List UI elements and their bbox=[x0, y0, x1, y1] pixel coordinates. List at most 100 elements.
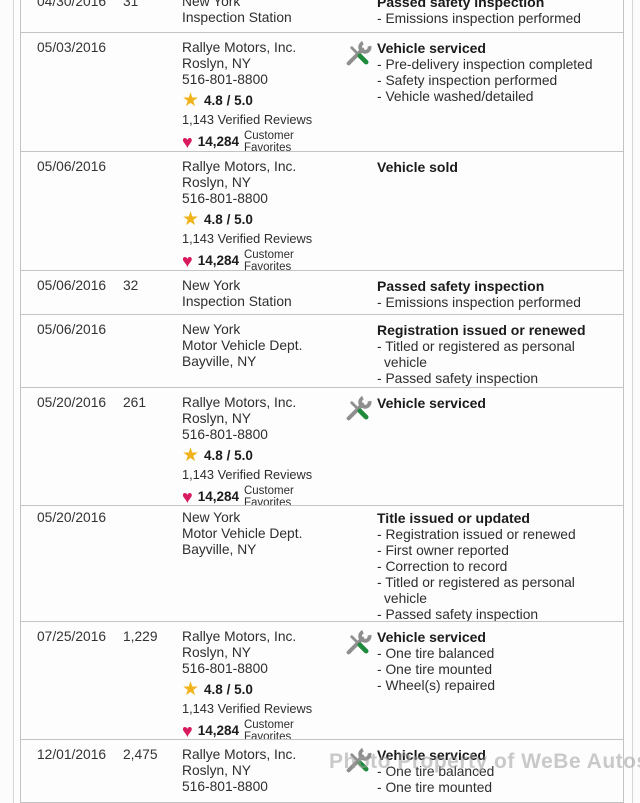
verified-reviews: 1,143 Verified Reviews bbox=[182, 467, 313, 482]
star-icon: ★ bbox=[182, 209, 200, 230]
heart-icon: ♥ bbox=[182, 487, 193, 506]
history-row: 12/01/2016 2,475 Rallye Motors, Inc. Rosl… bbox=[21, 740, 623, 803]
source-line: New York bbox=[182, 510, 241, 525]
favorites-count: 14,284 bbox=[197, 253, 239, 268]
star-icon: ★ bbox=[182, 445, 200, 466]
favorites-label-line2: Favorites bbox=[243, 731, 292, 740]
date-cell: 05/06/2016 bbox=[37, 322, 107, 337]
source-lines: Rallye Motors, Inc. Roslyn, NY 516-801-880… bbox=[182, 747, 343, 795]
date-cell: 05/20/2016 bbox=[37, 395, 107, 410]
comments-cell: Vehicle serviced Pre-delivery inspection… bbox=[377, 40, 613, 151]
source-cell: New York Inspection Station bbox=[182, 0, 343, 32]
mileage-cell bbox=[123, 40, 182, 151]
source-line: Rallye Motors, Inc. bbox=[182, 629, 297, 644]
mileage-cell bbox=[123, 159, 182, 270]
event-title: Title issued or updated bbox=[377, 510, 530, 526]
service-icon-cell bbox=[343, 747, 377, 802]
date-cell: 05/06/2016 bbox=[37, 278, 107, 293]
detail-list: Titled or registered as personal vehicle… bbox=[377, 339, 613, 387]
detail-item: Emissions inspection performed bbox=[377, 11, 613, 27]
comments-cell: Passed safety inspection Emissions inspe… bbox=[377, 278, 613, 314]
source-line: 516-801-8800 bbox=[182, 427, 268, 442]
mileage-cell: 32 bbox=[123, 278, 139, 293]
source-line: New York bbox=[182, 278, 241, 293]
event-title: Vehicle sold bbox=[377, 159, 458, 175]
verified-reviews: 1,143 Verified Reviews bbox=[182, 231, 313, 246]
detail-item: Vehicle washed/detailed bbox=[377, 89, 613, 105]
favorites-label-line2: Favorites bbox=[243, 497, 292, 506]
source-cell: Rallye Motors, Inc. Roslyn, NY 516-801-880… bbox=[182, 159, 343, 271]
event-title: Vehicle serviced bbox=[377, 629, 486, 645]
mileage-cell: 1,229 bbox=[123, 629, 158, 644]
event-title: Vehicle serviced bbox=[377, 747, 486, 763]
detail-item: One tire mounted bbox=[377, 662, 613, 678]
history-row: 04/30/2016 31 New York Inspection Station… bbox=[21, 0, 623, 33]
source-line: Motor Vehicle Dept. bbox=[182, 526, 303, 541]
service-icon-cell bbox=[343, 629, 377, 739]
date-cell: 12/01/2016 bbox=[37, 747, 107, 762]
history-row: 05/20/2016 261 Rallye Motors, Inc. Roslyn… bbox=[21, 388, 623, 506]
star-rating-line: ★ 4.8 / 5.0 bbox=[182, 446, 343, 465]
favorites-label: Customer Favorites bbox=[243, 130, 294, 152]
detail-item: Correction to record bbox=[377, 559, 613, 575]
source-cell: Rallye Motors, Inc. Roslyn, NY 516-801-880… bbox=[182, 747, 343, 802]
mileage-cell: 261 bbox=[123, 395, 147, 410]
date-cell: 07/25/2016 bbox=[37, 629, 107, 644]
source-line: New York bbox=[182, 322, 241, 337]
service-icon-cell bbox=[343, 510, 377, 621]
verified-reviews: 1,143 Verified Reviews bbox=[182, 701, 313, 716]
source-line: Roslyn, NY bbox=[182, 763, 252, 778]
comments-cell: Vehicle serviced One tire balancedOne ti… bbox=[377, 629, 613, 739]
mileage-cell: 31 bbox=[123, 0, 139, 9]
star-rating-line: ★ 4.8 / 5.0 bbox=[182, 210, 343, 229]
detail-list: Pre-delivery inspection completedSafety … bbox=[377, 57, 613, 105]
mileage-cell bbox=[123, 510, 182, 621]
comments-cell: Vehicle serviced bbox=[377, 395, 613, 505]
source-lines: Rallye Motors, Inc. Roslyn, NY 516-801-880… bbox=[182, 40, 343, 88]
source-cell: New York Motor Vehicle Dept. Bayville, NY bbox=[182, 322, 343, 387]
star-rating-line: ★ 4.8 / 5.0 bbox=[182, 680, 343, 699]
detail-list: Registration issued or renewedFirst owne… bbox=[377, 527, 613, 621]
source-lines: Rallye Motors, Inc. Roslyn, NY 516-801-880… bbox=[182, 395, 343, 443]
detail-list: One tire balancedOne tire mountedWheel(s… bbox=[377, 646, 613, 694]
detail-item: Titled or registered as personal vehicle bbox=[377, 575, 613, 607]
event-title: Passed safety inspection bbox=[377, 0, 545, 10]
detail-item: One tire balanced bbox=[377, 646, 613, 662]
event-title: Passed safety inspection bbox=[377, 278, 545, 294]
wrench-screwdriver-icon bbox=[346, 395, 372, 421]
detail-item: Titled or registered as personal vehicle bbox=[377, 339, 613, 371]
date-cell: 05/06/2016 bbox=[37, 159, 107, 174]
comments-cell: Vehicle sold bbox=[377, 159, 613, 270]
history-row: 05/06/2016 New York Motor Vehicle Dept. Ba… bbox=[21, 315, 623, 388]
detail-item: Wheel(s) repaired bbox=[377, 678, 613, 694]
source-line: 516-801-8800 bbox=[182, 72, 268, 87]
source-cell: Rallye Motors, Inc. Roslyn, NY 516-801-880… bbox=[182, 395, 343, 506]
favorites-label-line1: Customer bbox=[243, 249, 294, 261]
date-cell: 05/20/2016 bbox=[37, 510, 107, 525]
favorites-line: ♥ 14,284 Customer Favorites bbox=[182, 485, 343, 506]
favorites-label-line2: Favorites bbox=[243, 261, 292, 271]
favorites-line: ♥ 14,284 Customer Favorites bbox=[182, 249, 343, 271]
source-line: Inspection Station bbox=[182, 10, 292, 25]
source-cell: New York Motor Vehicle Dept. Bayville, NY bbox=[182, 510, 343, 621]
favorites-line: ♥ 14,284 Customer Favorites bbox=[182, 130, 343, 152]
history-row: 05/06/2016 Rallye Motors, Inc. Roslyn, NY… bbox=[21, 152, 623, 271]
source-line: Roslyn, NY bbox=[182, 645, 252, 660]
favorites-label-line2: Favorites bbox=[243, 142, 292, 152]
favorites-count: 14,284 bbox=[197, 134, 239, 149]
source-cell: Rallye Motors, Inc. Roslyn, NY 516-801-880… bbox=[182, 40, 343, 152]
service-icon-cell bbox=[343, 0, 377, 32]
source-lines: New York Inspection Station bbox=[182, 278, 343, 310]
date-cell: 05/03/2016 bbox=[37, 40, 107, 55]
favorites-label: Customer Favorites bbox=[243, 249, 294, 271]
rating-score: 4.8 / 5.0 bbox=[204, 681, 253, 697]
detail-item: Safety inspection performed bbox=[377, 73, 613, 89]
detail-list: Emissions inspection performed bbox=[377, 295, 613, 311]
source-lines: Rallye Motors, Inc. Roslyn, NY 516-801-880… bbox=[182, 159, 343, 207]
source-lines: New York Inspection Station bbox=[182, 0, 343, 26]
star-rating-line: ★ 4.8 / 5.0 bbox=[182, 91, 343, 110]
source-cell: New York Inspection Station bbox=[182, 278, 343, 314]
rating-score: 4.8 / 5.0 bbox=[204, 92, 253, 108]
source-line: 516-801-8800 bbox=[182, 779, 268, 794]
detail-list: One tire balancedOne tire mounted bbox=[377, 764, 613, 796]
